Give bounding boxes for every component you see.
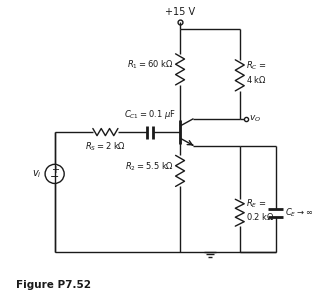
Text: $v_i$: $v_i$ [32,168,41,180]
Text: +15 V: +15 V [165,7,195,17]
Text: $R_E$ =
0.2 k$\Omega$: $R_E$ = 0.2 k$\Omega$ [246,197,275,222]
Text: $R_2 = 5.5$ k$\Omega$: $R_2 = 5.5$ k$\Omega$ [124,160,173,173]
Text: Figure P7.52: Figure P7.52 [16,280,91,290]
Text: $R_S = 2$ k$\Omega$: $R_S = 2$ k$\Omega$ [85,140,126,153]
Text: $R_C$ =
4 k$\Omega$: $R_C$ = 4 k$\Omega$ [246,60,267,85]
Text: $v_O$: $v_O$ [249,113,261,124]
Text: +: + [51,165,59,175]
Text: $C_{C1} = 0.1~\mu$F: $C_{C1} = 0.1~\mu$F [124,108,176,121]
Text: $R_1 = 60$ k$\Omega$: $R_1 = 60$ k$\Omega$ [127,58,173,71]
Text: $C_E \rightarrow \infty$: $C_E \rightarrow \infty$ [285,206,312,219]
Text: −: − [50,172,59,182]
